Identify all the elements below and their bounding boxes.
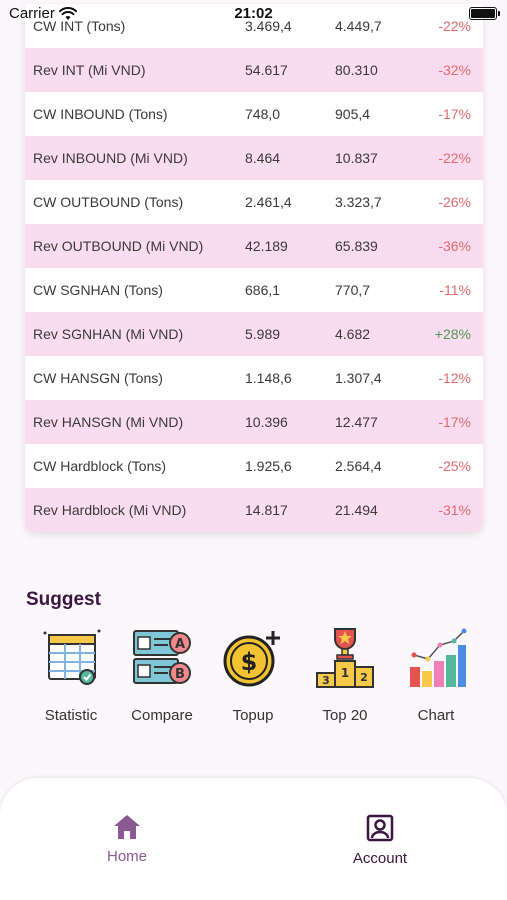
- row-previous-value: 770,7: [335, 282, 371, 298]
- row-change: -36%: [438, 238, 471, 254]
- wifi-icon: [58, 6, 77, 20]
- suggest-chart[interactable]: Chart: [386, 625, 486, 725]
- row-previous-value: 1.307,4: [335, 370, 382, 386]
- row-previous-value: 4.682: [335, 326, 371, 342]
- svg-text:3: 3: [322, 674, 330, 687]
- table-row: Rev HANSGN (Mi VND) 10.396 12.477 -17%: [25, 400, 483, 444]
- table-row: CW INBOUND (Tons) 748,0 905,4 -17%: [25, 92, 483, 136]
- row-name: CW OUTBOUND (Tons): [33, 194, 184, 210]
- suggest-top20[interactable]: 1 2 3 Top 20: [295, 625, 395, 725]
- row-current-value: 54.617: [245, 62, 288, 78]
- table-row: Rev SGNHAN (Mi VND) 5.989 4.682 +28%: [25, 312, 483, 356]
- top20-icon: 1 2 3: [316, 628, 374, 688]
- suggest-top20-label: Top 20: [322, 707, 368, 724]
- row-change: -22%: [438, 150, 471, 166]
- svg-text:$: $: [241, 648, 258, 676]
- row-change: -31%: [438, 502, 471, 518]
- nav-home-label: Home: [106, 848, 147, 865]
- table-row: CW SGNHAN (Tons) 686,1 770,7 -11%: [25, 268, 483, 312]
- suggest-compare[interactable]: A B Compare: [112, 625, 212, 725]
- row-name: CW INT (Tons): [33, 18, 126, 34]
- suggest-chart-label: Chart: [417, 707, 455, 724]
- status-bar: Carrier 21:02: [0, 0, 507, 26]
- stats-table: CW INT (Tons) 3.469,4 4.449,7 -22% Rev INT (…: [25, 4, 483, 532]
- row-name: Rev INT (Mi VND): [33, 62, 146, 78]
- row-change: -25%: [438, 458, 471, 474]
- carrier-label: Carrier: [9, 5, 55, 22]
- svg-text:1: 1: [341, 666, 349, 680]
- clock: 21:02: [234, 5, 273, 22]
- row-name: Rev SGNHAN (Mi VND): [33, 326, 184, 342]
- row-current-value: 1.148,6: [245, 370, 292, 386]
- row-current-value: 1.925,6: [245, 458, 292, 474]
- row-change: -26%: [438, 194, 471, 210]
- row-change: -17%: [438, 106, 471, 122]
- battery-icon: [469, 7, 500, 20]
- suggest-compare-label: Compare: [131, 707, 193, 724]
- table-row: CW Hardblock (Tons) 1.925,6 2.564,4 -25%: [25, 444, 483, 488]
- row-name: Rev OUTBOUND (Mi VND): [33, 238, 204, 254]
- row-current-value: 5.989: [245, 326, 281, 342]
- table-row: CW OUTBOUND (Tons) 2.461,4 3.323,7 -26%: [25, 180, 483, 224]
- topup-icon: $: [223, 631, 280, 687]
- statistic-icon: [43, 629, 101, 685]
- row-previous-value: 10.837: [335, 150, 378, 166]
- row-name: CW INBOUND (Tons): [33, 106, 168, 122]
- svg-text:2: 2: [360, 671, 368, 684]
- account-icon: [366, 814, 394, 842]
- row-name: Rev INBOUND (Mi VND): [33, 150, 188, 166]
- row-previous-value: 2.564,4: [335, 458, 382, 474]
- home-icon: [114, 815, 140, 839]
- row-change: -17%: [438, 414, 471, 430]
- suggest-statistic-label: Statistic: [44, 707, 98, 724]
- suggest-topup[interactable]: $ Topup: [203, 625, 303, 725]
- row-current-value: 686,1: [245, 282, 281, 298]
- nav-account-label: Account: [352, 850, 408, 867]
- row-change: -12%: [438, 370, 471, 386]
- nav-account[interactable]: Account: [320, 814, 440, 874]
- table-row: Rev Hardblock (Mi VND) 14.817 21.494 -31%: [25, 488, 483, 532]
- row-change: -11%: [439, 282, 471, 298]
- compare-icon: A B: [133, 630, 191, 684]
- row-current-value: 8.464: [245, 150, 281, 166]
- carrier-info: Carrier: [9, 5, 77, 22]
- suggest-statistic[interactable]: Statistic: [21, 625, 121, 725]
- row-name: CW HANSGN (Tons): [33, 370, 163, 386]
- row-current-value: 2.461,4: [245, 194, 292, 210]
- row-change: +28%: [434, 326, 471, 342]
- row-current-value: 3.469,4: [245, 18, 292, 34]
- row-previous-value: 80.310: [335, 62, 378, 78]
- row-previous-value: 65.839: [335, 238, 378, 254]
- row-name: CW SGNHAN (Tons): [33, 282, 163, 298]
- table-row: CW HANSGN (Tons) 1.148,6 1.307,4 -12%: [25, 356, 483, 400]
- row-current-value: 748,0: [245, 106, 281, 122]
- suggest-title: Suggest: [26, 589, 101, 610]
- bottom-nav: Home Account: [0, 778, 507, 900]
- table-row: Rev INT (Mi VND) 54.617 80.310 -32%: [25, 48, 483, 92]
- row-change: -22%: [438, 18, 471, 34]
- row-name: CW Hardblock (Tons): [33, 458, 167, 474]
- row-previous-value: 4.449,7: [335, 18, 382, 34]
- row-current-value: 42.189: [245, 238, 288, 254]
- row-previous-value: 905,4: [335, 106, 371, 122]
- row-previous-value: 12.477: [335, 414, 378, 430]
- row-name: Rev HANSGN (Mi VND): [33, 414, 184, 430]
- chart-icon: [410, 628, 467, 687]
- row-current-value: 10.396: [245, 414, 288, 430]
- row-previous-value: 3.323,7: [335, 194, 382, 210]
- row-name: Rev Hardblock (Mi VND): [33, 502, 187, 518]
- svg-text:A: A: [175, 637, 185, 652]
- row-change: -32%: [438, 62, 471, 78]
- row-current-value: 14.817: [245, 502, 288, 518]
- svg-text:B: B: [175, 667, 185, 682]
- table-row: Rev OUTBOUND (Mi VND) 42.189 65.839 -36%: [25, 224, 483, 268]
- row-previous-value: 21.494: [335, 502, 378, 518]
- table-row: CW INT (Tons) 3.469,4 4.449,7 -22%: [25, 4, 483, 48]
- nav-home[interactable]: Home: [67, 814, 187, 874]
- table-row: Rev INBOUND (Mi VND) 8.464 10.837 -22%: [25, 136, 483, 180]
- suggest-topup-label: Topup: [232, 707, 274, 724]
